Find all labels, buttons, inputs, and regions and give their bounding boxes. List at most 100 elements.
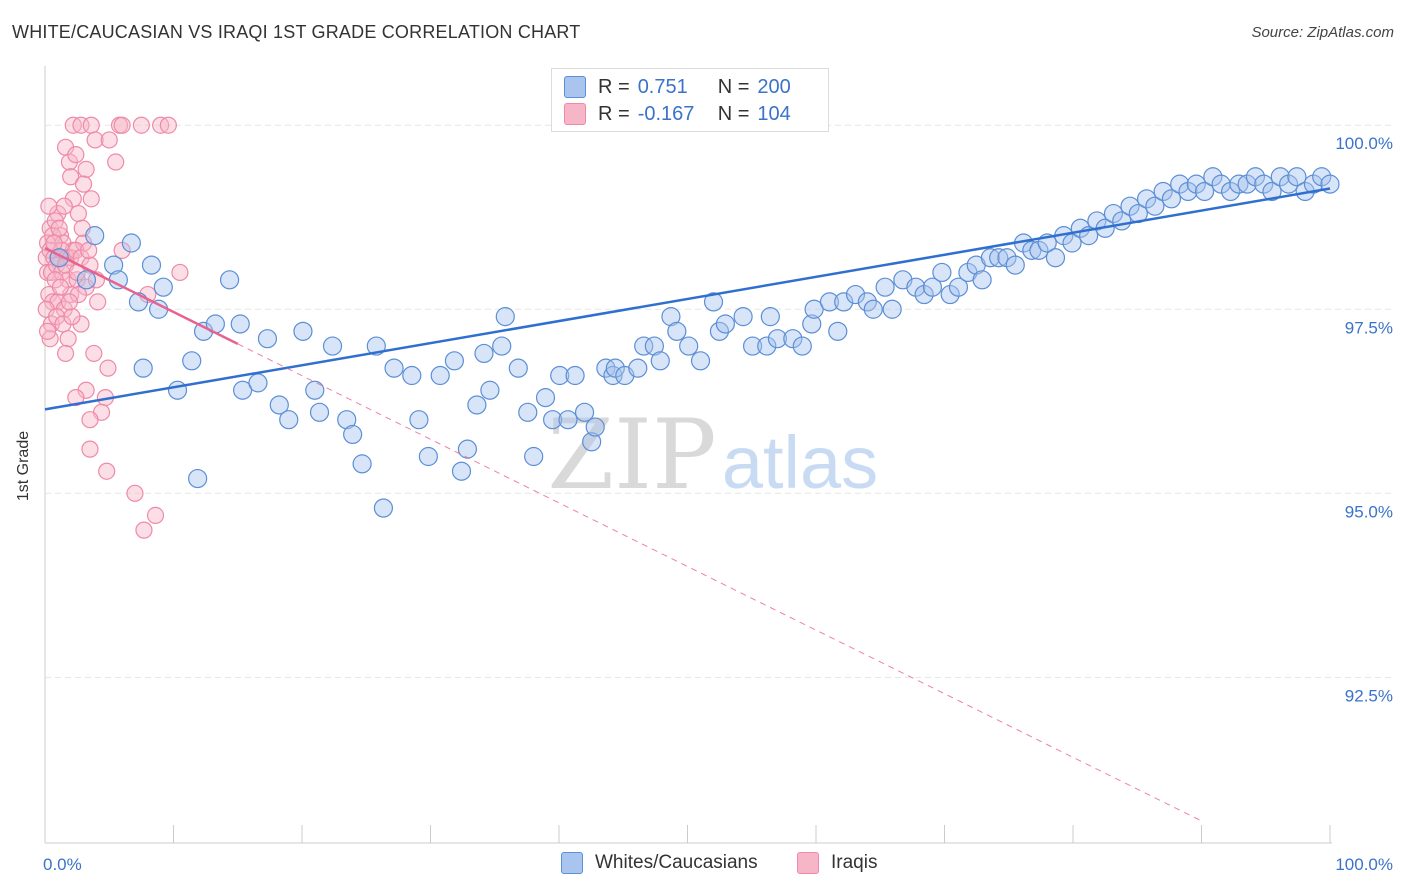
whites-point [834,292,854,312]
whites-point [133,358,153,378]
legend-swatch-iraqis [564,103,586,125]
whites-point [565,365,585,386]
whites-point [550,365,570,386]
x-tick-label: 100.0% [1335,855,1393,874]
whites-point [742,336,763,356]
whites-point [257,329,278,349]
iraqis-point [132,116,150,134]
legend-r-label: R = [598,75,630,98]
whites-point [293,321,313,341]
whites-point [524,446,544,467]
iraqis-point [85,344,103,363]
iraqis-point [82,190,100,208]
whites-point [279,410,299,430]
whites-point [495,307,515,327]
iraqis-point [67,389,85,407]
whites-point [121,233,141,253]
legend-r-value: -0.167 [637,102,695,125]
trend-lines [44,187,1331,822]
whites-point [558,410,578,430]
whites-point [430,365,450,386]
y-tick-label: 95.0% [1345,502,1393,521]
bottom-legend-swatch-iraqis [797,852,819,874]
whites-point [508,358,528,378]
iraqis-point [50,219,68,237]
iraqis-point [74,175,93,193]
iraqis-point [171,263,189,282]
tick-labels: 92.5% 95.0% 97.5% 100.0% 0.0% 100.0% [43,134,1393,874]
y-axis-label: 1st Grade [15,431,32,501]
y-tick-label: 92.5% [1345,686,1393,705]
whites-point [384,358,404,378]
whites-point [451,461,472,481]
whites-point [1287,167,1307,187]
iraqis-point [38,322,57,340]
iraqis-point [63,308,81,326]
whites-point [457,439,478,459]
whites-point [337,410,357,430]
whites-point [845,284,866,305]
x-tick-label: 0.0% [43,855,82,874]
whites-point [309,402,330,422]
whites-point [373,498,394,518]
whites-points [49,167,1340,518]
whites-point [972,270,992,290]
whites-point [269,395,289,415]
y-tick-label: 100.0% [1335,134,1393,153]
iraqis-point [113,116,131,134]
iraqis-point [60,293,79,311]
iraqis-point [135,521,153,539]
whites-point [804,299,824,319]
whites-point [188,468,208,489]
legend-row-whites: R = 0.751 N = 200 [564,73,791,101]
iraqis-point [86,131,104,149]
iraqis-point [67,146,85,164]
iraqis-point [89,293,107,311]
whites-point [182,351,202,371]
whites-point [980,248,1001,268]
iraqis-point [81,411,99,429]
iraqis-point [40,197,58,215]
iraqis-point [100,131,118,149]
whites-point [104,255,124,275]
watermark-zip: ZIP [547,399,716,511]
whites-point [322,336,343,356]
whites-point [703,292,724,312]
iraqis-point [107,153,125,171]
bottom-legend-whites[interactable]: Whites/Caucasians [561,852,758,874]
iraqis-points [37,116,189,539]
chart-source: Source: ZipAtlas.com [1251,24,1394,41]
whites-point [492,336,512,356]
iraqis-trend-extension [237,343,1202,822]
whites-point [1045,248,1066,268]
whites-point [792,336,812,356]
legend-box: R = 0.751 N = 200 R = -0.167 N = 104 [551,68,829,132]
whites-point [582,432,602,452]
whites-point [679,336,699,356]
whites-point [989,248,1009,268]
whites-point [667,321,687,341]
whites-point [605,358,625,378]
whites-point [948,277,969,297]
whites-point [219,270,240,290]
bottom-legend-iraqis[interactable]: Iraqis [797,852,877,874]
whites-point [480,380,500,400]
iraqis-point [51,278,70,296]
whites-point [1145,196,1165,216]
whites-point [518,402,538,422]
whites-point [932,262,952,283]
iraqis-point [56,344,75,363]
watermark-atlas: atlas [722,421,878,504]
whites-point [819,292,840,312]
whites-point [650,351,670,371]
legend-n-value: 200 [757,75,791,98]
watermark: ZIP atlas [547,399,878,511]
whites-point [141,255,162,275]
legend-swatch-whites [564,76,586,98]
bottom-legend: Whites/Caucasians Iraqis [0,852,1406,878]
iraqis-point [99,359,117,377]
iraqis-point [126,484,144,502]
whites-point [108,270,128,290]
whites-point [1194,181,1215,202]
